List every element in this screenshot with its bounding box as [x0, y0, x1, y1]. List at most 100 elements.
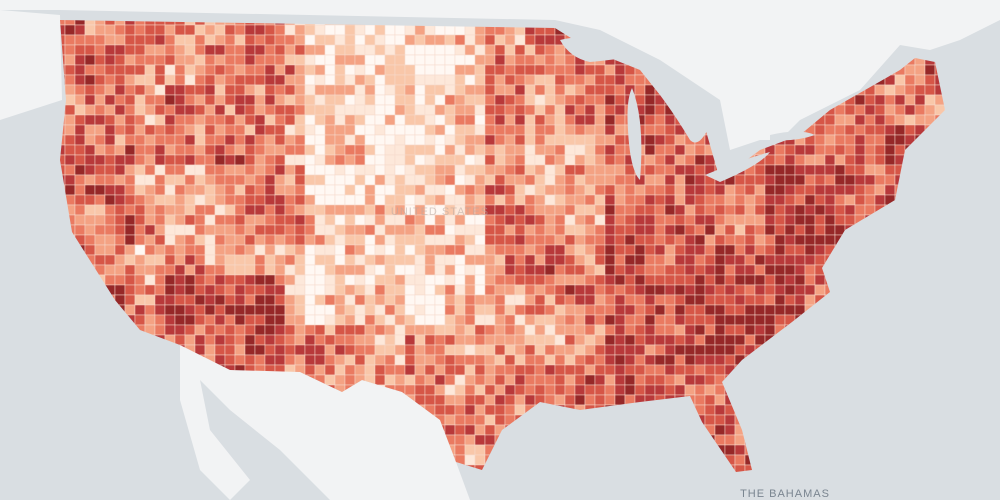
county [84, 24, 96, 36]
county [354, 84, 366, 96]
county [554, 234, 566, 246]
county [174, 294, 186, 306]
county [84, 174, 96, 186]
county [774, 164, 786, 176]
county [364, 24, 376, 36]
county [524, 34, 536, 46]
county [794, 244, 806, 256]
county [204, 244, 216, 256]
county [324, 324, 336, 336]
county [304, 144, 316, 156]
county [574, 134, 586, 146]
county [124, 34, 136, 46]
county [274, 274, 286, 286]
county [234, 314, 246, 326]
county [144, 174, 156, 186]
county [454, 274, 466, 286]
county [204, 74, 216, 86]
county [844, 104, 856, 116]
county [404, 74, 416, 86]
county [354, 134, 366, 146]
county [194, 74, 206, 86]
county [444, 274, 456, 286]
county [494, 384, 506, 396]
country-label: UNITED STATES [391, 206, 489, 218]
county [304, 24, 316, 36]
county [304, 284, 316, 296]
county [174, 304, 186, 316]
county [264, 164, 276, 176]
county [384, 294, 396, 306]
county [64, 104, 76, 116]
county [774, 254, 786, 266]
county [134, 124, 146, 136]
county [504, 384, 516, 396]
county [444, 414, 456, 426]
county [194, 334, 206, 346]
county [554, 74, 566, 86]
county [454, 44, 466, 56]
county [224, 204, 236, 216]
county [324, 334, 336, 346]
county [114, 264, 126, 276]
county [264, 144, 276, 156]
county [554, 134, 566, 146]
county [624, 304, 636, 316]
county [244, 204, 256, 216]
county [224, 74, 236, 86]
county [284, 194, 296, 206]
county [534, 364, 546, 376]
county [204, 234, 216, 246]
county [314, 54, 326, 66]
county [484, 174, 496, 186]
county [384, 354, 396, 366]
county [114, 44, 126, 56]
county [804, 214, 816, 226]
county [634, 354, 646, 366]
county [164, 174, 176, 186]
county [254, 324, 266, 336]
county [444, 344, 456, 356]
county [874, 124, 886, 136]
county [184, 104, 196, 116]
county [64, 54, 76, 66]
county [724, 234, 736, 246]
county [344, 24, 356, 36]
county [274, 214, 286, 226]
county [594, 74, 606, 86]
county [454, 104, 466, 116]
county [514, 344, 526, 356]
county [684, 344, 696, 356]
county [354, 224, 366, 236]
county [684, 204, 696, 216]
county [394, 84, 406, 96]
county [244, 234, 256, 246]
county [214, 144, 226, 156]
county [334, 84, 346, 96]
county [564, 144, 576, 156]
county [804, 204, 816, 216]
county [394, 104, 406, 116]
county [674, 144, 686, 156]
county [394, 364, 406, 376]
county [124, 124, 136, 136]
county [234, 234, 246, 246]
county [234, 124, 246, 136]
county [464, 164, 476, 176]
county [274, 334, 286, 346]
county [464, 394, 476, 406]
county [264, 334, 276, 346]
county [434, 184, 446, 196]
county [304, 174, 316, 186]
county [484, 254, 496, 266]
county [674, 374, 686, 386]
county [144, 94, 156, 106]
county [674, 234, 686, 246]
county [344, 114, 356, 126]
county [354, 24, 366, 36]
county [564, 284, 576, 296]
county [374, 304, 386, 316]
county [204, 294, 216, 306]
county [294, 274, 306, 286]
